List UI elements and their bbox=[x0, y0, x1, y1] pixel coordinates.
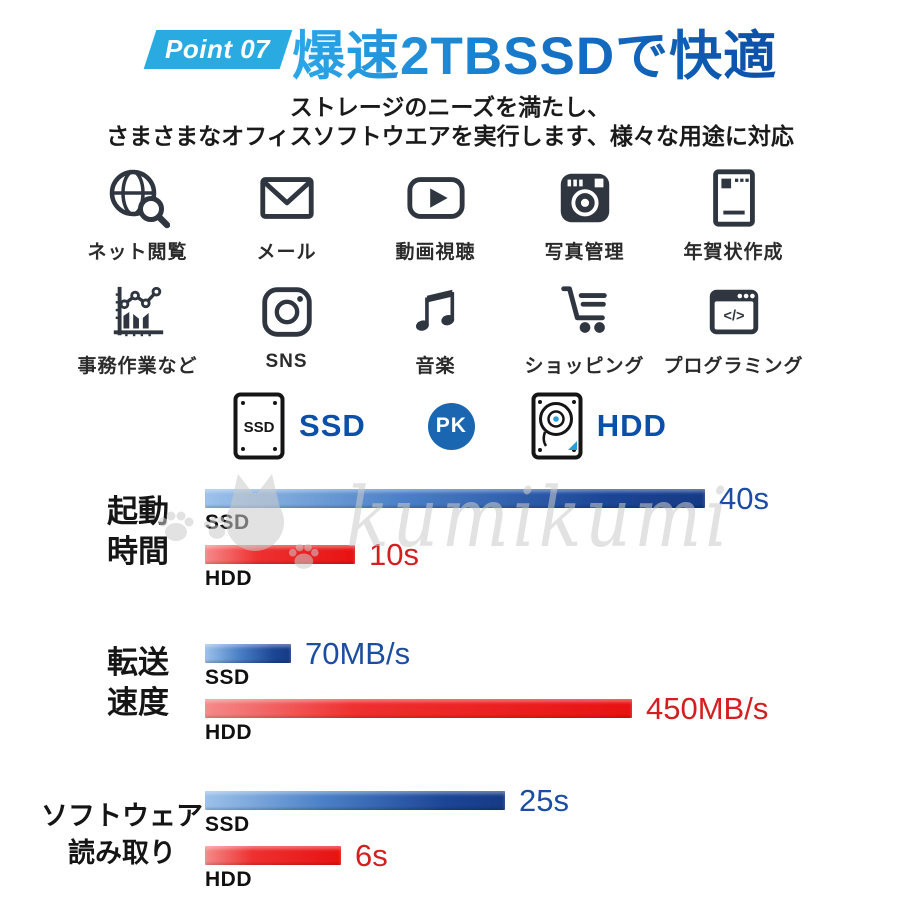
use-case-label: メール bbox=[256, 242, 317, 263]
point-badge-label: Point 07 bbox=[165, 34, 271, 64]
use-case-music: 音楽 bbox=[361, 278, 510, 378]
use-case-label: プログラミング bbox=[663, 356, 804, 377]
use-case-sns: SNS bbox=[212, 278, 361, 378]
use-case-photo: 写真管理 bbox=[510, 164, 659, 264]
sns-icon bbox=[261, 287, 312, 337]
use-case-label: 事務作業など bbox=[77, 356, 198, 377]
pk-badge: PK bbox=[427, 402, 475, 450]
use-case-label: 写真管理 bbox=[544, 242, 625, 263]
hdd-drive-icon bbox=[531, 392, 583, 460]
use-case-label: SNS bbox=[265, 351, 308, 372]
bar-transfer-hdd bbox=[205, 699, 632, 718]
bar-value-label: 10s bbox=[369, 537, 419, 572]
chart-category-software-read: ソフトウェア 読み取り bbox=[41, 801, 203, 868]
svg-text:</>: </> bbox=[723, 309, 744, 325]
programming-icon: </> bbox=[709, 289, 758, 335]
use-case-newyear-card: 年賀状作成 bbox=[659, 164, 808, 264]
use-case-video: 動画視聴 bbox=[361, 164, 510, 264]
ssd-legend-group: SSD SSD bbox=[233, 392, 366, 460]
postcard-icon bbox=[712, 169, 755, 227]
subtitle-line1: ストレージのニーズを満たし、 bbox=[289, 94, 611, 120]
use-case-label: ショッピング bbox=[524, 356, 645, 377]
bar-transfer-ssd bbox=[205, 644, 291, 663]
ssd-drive-icon: SSD bbox=[233, 392, 285, 460]
shopping-cart-icon bbox=[560, 286, 607, 333]
bar-boot-hdd bbox=[205, 545, 355, 564]
pk-badge-label: PK bbox=[435, 414, 467, 437]
subtitle-line2: さまさまなオフィスソフトウエアを実行します、様々な用途に対応 bbox=[106, 123, 794, 149]
use-case-label: 動画視聴 bbox=[395, 242, 476, 263]
bar-series-label: SSD bbox=[205, 511, 250, 534]
use-case-row-1: ネット閲覧 メール 動画視聴 bbox=[63, 164, 838, 264]
use-case-label: ネット閲覧 bbox=[87, 242, 188, 263]
point-badge: Point 07 bbox=[143, 30, 293, 69]
use-case-shopping: ショッピング bbox=[510, 278, 659, 378]
photo-camera-icon bbox=[560, 173, 609, 223]
ssd-legend-label: SSD bbox=[299, 408, 366, 443]
bar-value-label: 70MB/s bbox=[305, 636, 411, 671]
office-chart-icon bbox=[113, 286, 163, 337]
bar-series-label: HDD bbox=[205, 721, 252, 744]
bar-value-label: 40s bbox=[719, 481, 769, 516]
chart-category-boot-time: 起動 時間 bbox=[107, 494, 169, 569]
use-case-label: 年賀状作成 bbox=[683, 242, 784, 263]
bar-value-label: 450MB/s bbox=[646, 691, 769, 726]
bar-series-label: HDD bbox=[205, 567, 252, 590]
bar-boot-ssd bbox=[205, 489, 705, 508]
use-case-net: ネット閲覧 bbox=[63, 164, 212, 264]
hdd-legend-group: HDD bbox=[531, 392, 667, 460]
bar-value-label: 25s bbox=[519, 783, 569, 818]
chart-category-transfer-speed: 転送 速度 bbox=[107, 645, 169, 720]
versus-legend: SSD SSD PK HDD bbox=[0, 392, 900, 460]
bar-software-hdd bbox=[205, 846, 341, 865]
bar-series-label: HDD bbox=[205, 868, 252, 891]
music-note-icon bbox=[415, 289, 454, 331]
ssd-icon-text: SSD bbox=[244, 419, 275, 436]
use-case-mail: メール bbox=[212, 164, 361, 264]
mail-icon bbox=[259, 177, 314, 219]
page-title: 爆速2TBSSDで快適 bbox=[292, 14, 777, 90]
bar-series-label: SSD bbox=[205, 666, 250, 689]
bar-series-label: SSD bbox=[205, 813, 250, 836]
use-case-office: 事務作業など bbox=[63, 278, 212, 378]
globe-search-icon bbox=[109, 169, 170, 229]
bar-value-label: 6s bbox=[355, 838, 388, 873]
video-play-icon bbox=[406, 177, 465, 219]
use-case-programming: </> プログラミング bbox=[659, 278, 808, 378]
bar-software-ssd bbox=[205, 791, 505, 810]
use-case-row-2: 事務作業など SNS 音楽 bbox=[63, 278, 838, 378]
hdd-legend-label: HDD bbox=[596, 408, 667, 443]
use-case-label: 音楽 bbox=[415, 356, 456, 377]
